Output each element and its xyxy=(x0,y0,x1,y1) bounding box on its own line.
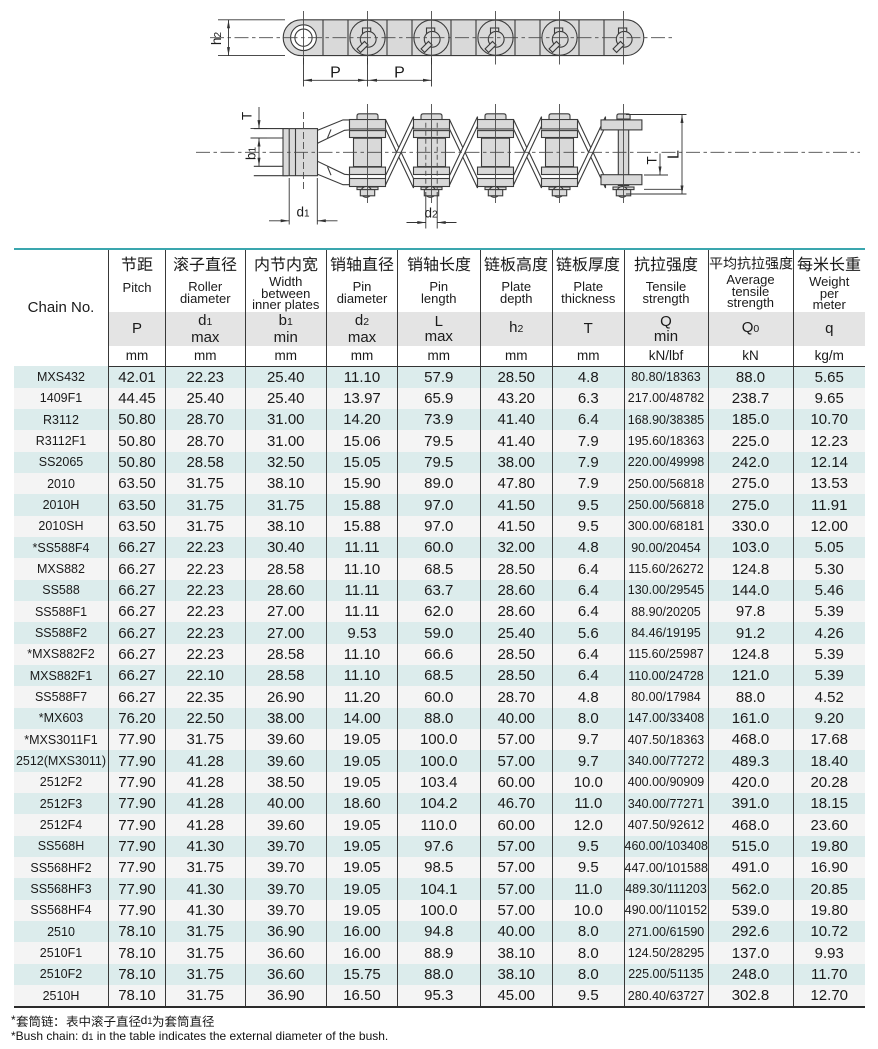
svg-text:h2: h2 xyxy=(209,31,224,45)
svg-text:T: T xyxy=(645,156,660,164)
svg-text:L: L xyxy=(666,150,683,159)
svg-text:d2: d2 xyxy=(425,206,439,221)
svg-text:b1: b1 xyxy=(244,146,259,160)
svg-text:d1: d1 xyxy=(297,205,311,220)
svg-text:T: T xyxy=(240,112,255,120)
svg-text:P: P xyxy=(394,65,405,82)
svg-text:P: P xyxy=(330,65,341,82)
